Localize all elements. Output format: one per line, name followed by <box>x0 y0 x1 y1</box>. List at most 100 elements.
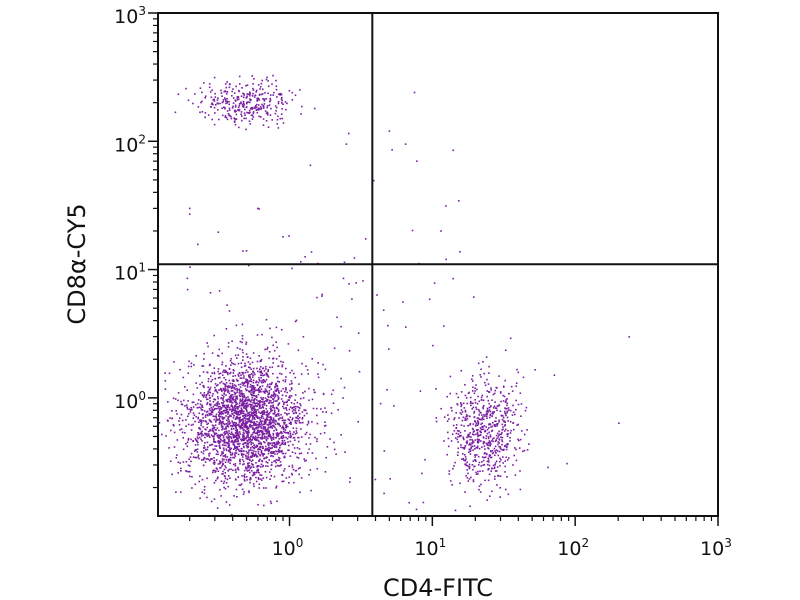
event-dot <box>469 505 471 507</box>
event-dot <box>258 460 260 462</box>
event-dot <box>239 426 242 429</box>
event-dot <box>180 491 182 493</box>
event-dot <box>494 478 496 480</box>
event-dot <box>298 412 301 415</box>
event-dot <box>246 383 249 385</box>
event-dot <box>466 461 468 464</box>
event-dot <box>300 397 302 400</box>
event-dot <box>499 464 501 467</box>
event-dot <box>219 488 221 491</box>
event-dot <box>252 406 254 409</box>
event-dot <box>248 264 250 267</box>
event-dot <box>460 369 463 372</box>
event-dot <box>618 422 620 424</box>
event-dot <box>192 423 194 426</box>
event-dot <box>223 440 226 442</box>
event-dot <box>228 436 230 438</box>
event-dot <box>204 461 207 463</box>
event-dot <box>278 422 280 425</box>
event-dot <box>206 410 209 413</box>
event-dot <box>494 475 496 478</box>
event-dot <box>514 474 517 476</box>
event-dot <box>242 421 245 423</box>
event-dot <box>277 127 280 129</box>
event-dot <box>243 365 246 367</box>
event-dot <box>182 437 184 439</box>
event-dot <box>288 476 291 478</box>
event-dot <box>230 441 232 443</box>
event-dot <box>517 423 519 426</box>
event-dot <box>229 456 232 459</box>
event-dot <box>244 400 246 403</box>
event-dot <box>287 431 289 434</box>
event-dot <box>194 93 196 95</box>
event-dot <box>446 420 449 422</box>
event-dot <box>268 402 270 404</box>
event-dot <box>247 112 249 114</box>
event-dot <box>233 110 236 112</box>
event-dot <box>249 99 252 101</box>
event-dot <box>246 84 249 86</box>
event-dot <box>482 442 485 445</box>
event-dot <box>216 468 218 470</box>
event-dot <box>294 409 297 412</box>
event-dot <box>486 407 489 410</box>
event-dot <box>487 457 490 460</box>
event-dot <box>161 433 163 436</box>
event-dot <box>472 468 474 471</box>
event-dot <box>247 464 249 466</box>
event-dot <box>453 430 456 432</box>
event-dot <box>235 422 237 424</box>
event-dot <box>239 433 241 435</box>
event-dot <box>519 488 522 491</box>
event-dot <box>362 280 364 282</box>
event-dot <box>245 353 248 355</box>
event-dot <box>243 94 245 96</box>
event-dot <box>206 398 208 401</box>
event-dot <box>478 461 481 464</box>
event-dot <box>255 424 257 427</box>
event-dot <box>487 383 490 385</box>
event-dot <box>285 367 287 370</box>
event-dot <box>227 384 230 387</box>
event-dot <box>231 420 233 422</box>
event-dot <box>265 465 267 467</box>
event-dot <box>271 461 273 464</box>
event-dot <box>196 451 199 453</box>
event-dot <box>259 106 262 108</box>
event-dot <box>251 454 254 456</box>
event-dot <box>208 433 210 435</box>
event-dot <box>206 426 209 429</box>
event-dot <box>512 411 515 414</box>
event-dot <box>219 435 221 438</box>
event-dot <box>239 443 241 445</box>
event-dot <box>238 404 241 407</box>
event-dot <box>278 93 280 95</box>
event-dot <box>236 391 239 393</box>
event-dot <box>234 410 236 412</box>
event-dot <box>496 425 498 427</box>
event-dot <box>260 381 263 383</box>
event-dot <box>504 445 506 448</box>
event-dot <box>212 99 214 101</box>
event-dot <box>202 417 204 419</box>
event-dot <box>259 412 262 414</box>
event-dot <box>263 103 266 105</box>
event-dot <box>311 358 313 360</box>
event-dot <box>497 443 499 446</box>
event-dot <box>478 447 481 450</box>
event-dot <box>249 423 252 426</box>
event-dot <box>239 400 242 402</box>
event-dot <box>227 475 230 477</box>
event-dot <box>279 417 281 419</box>
event-dot <box>251 470 253 472</box>
event-dot <box>482 436 485 438</box>
event-dot <box>267 399 269 401</box>
event-dot <box>250 434 253 436</box>
event-dot <box>269 327 271 330</box>
event-dot <box>261 372 264 375</box>
event-dot <box>289 406 292 408</box>
event-dot <box>228 103 230 106</box>
event-dot <box>245 380 248 382</box>
event-dot <box>239 418 241 420</box>
